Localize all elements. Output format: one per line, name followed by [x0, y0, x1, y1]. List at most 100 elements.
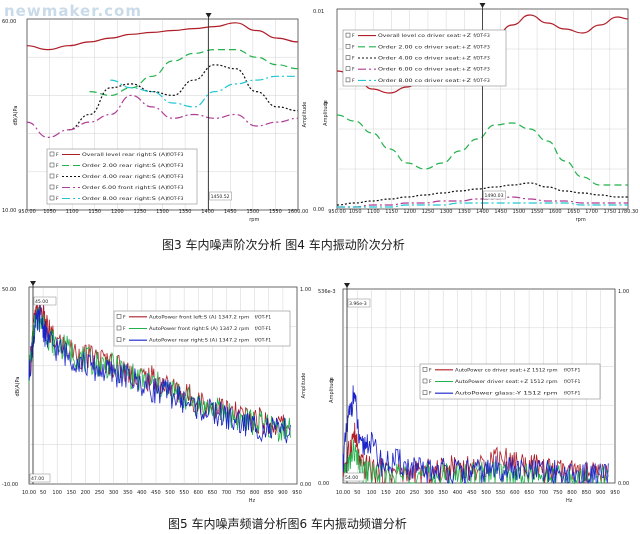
legend-mark: F: [56, 152, 59, 158]
series-line-5: [110, 75, 298, 108]
x-tick-label: 450: [467, 490, 477, 496]
cursor-marker-icon: [479, 3, 486, 8]
x-tick-label: 850: [582, 490, 592, 496]
x-tick-label: 1500: [513, 209, 526, 215]
x-tick-label: 1100: [66, 209, 79, 215]
x-tick-label: 950.00: [328, 209, 346, 215]
legend-label: Order 8.00 rear right:S (A): [82, 196, 168, 202]
x-axis-label: rpm: [576, 217, 586, 223]
y-tick-label: 0.00: [313, 207, 324, 213]
series-line-3: [342, 385, 609, 485]
y-tick-label: 50.00: [2, 287, 16, 293]
cursor-value-box: [347, 298, 371, 308]
x-tick-label: 600: [193, 490, 203, 496]
x-tick-label: 300: [424, 490, 434, 496]
y-axis-label: dB(A): [15, 382, 21, 396]
legend-label: AutoPower rear right:S (A) 1347.2 rpm: [149, 338, 250, 344]
x-tick-label: 650: [524, 490, 534, 496]
y-tick-label: 536e-3: [318, 289, 336, 295]
x-tick-label: 1300: [156, 209, 169, 215]
x-tick-label: 1100: [367, 209, 380, 215]
legend-mark: F: [352, 44, 355, 50]
right-axis-label: Amplitude: [302, 102, 308, 128]
x-tick-label: 1150: [88, 209, 101, 215]
legend-checkbox: [49, 162, 55, 168]
cursor-value-box: [209, 191, 232, 201]
legend-checkbox: [345, 44, 351, 49]
legend-label: AutoPower front right:S (A) 1347.2 rpm: [149, 326, 250, 332]
legend-label: Overall level rear right:S (A): [82, 152, 168, 158]
legend-mark: F: [352, 56, 355, 62]
x-axis-label: rpm: [249, 217, 259, 223]
chart-panel-1: 950.00 1050 1100 1150 1200 1250 1300 1350 1400 14…: [2, 13, 308, 223]
x-tick-label: 1200: [403, 209, 416, 215]
legend-suffix: f/OT-F1: [564, 367, 580, 373]
x-tick-label: 700: [539, 490, 549, 496]
legend-mark: F: [429, 367, 432, 373]
x-tick-label: 150: [67, 490, 77, 496]
x-tick-label: 500: [165, 490, 175, 496]
legend-suffix: f/OT-F1: [255, 338, 271, 344]
x-tick-label: 1250: [134, 209, 147, 215]
y-axis-label: Amplitude: [329, 377, 335, 403]
legend-checkbox: [116, 314, 122, 319]
y-axis-label: g: [329, 378, 335, 381]
legend-checkbox: [116, 337, 122, 342]
right-tick-label: 0.00: [618, 481, 629, 487]
legend-suffix: f/OT-F1: [255, 314, 271, 320]
caption-top: 图3 车内噪声阶次分析 图4 车内振动阶次分析: [162, 238, 405, 252]
x-tick-label: 10.00: [336, 490, 350, 496]
x-tick-label: 950: [610, 490, 620, 496]
legend-mark: F: [56, 185, 59, 191]
x-tick-label: 450: [151, 490, 161, 496]
legend-mark: F: [429, 379, 432, 385]
legend-label: Overall level co driver seat:+Z: [378, 33, 471, 39]
y-tick-label: -10.00: [2, 482, 18, 488]
x-tick-label: 1050: [349, 209, 362, 215]
x-tick-label: 900: [278, 490, 288, 496]
cursor-value-label: 3.96e-3: [349, 301, 367, 307]
legend-checkbox: [345, 55, 351, 60]
legend-suffix: f/OT-F3: [167, 163, 183, 169]
x-tick-label: 1400: [476, 209, 489, 215]
legend-suffix: f/OT-F3: [473, 67, 489, 73]
x-tick-label: 1050: [43, 209, 56, 215]
x-tick-label: 1600.00: [288, 209, 309, 215]
legend-suffix: f/OT-F3: [167, 174, 183, 180]
legend-label: AutoPower front left:S (A) 1347.2 rpm: [149, 314, 250, 320]
x-tick-label: 950.00: [18, 209, 36, 215]
series-line-1: [26, 22, 299, 51]
x-tick-label: 950: [292, 490, 302, 496]
x-tick-label: 50: [40, 490, 46, 496]
legend-suffix: f/OT-F3: [473, 56, 489, 62]
series-line-3: [28, 305, 291, 444]
cursor-marker-icon: [205, 13, 212, 18]
x-tick-label: 1150: [385, 209, 398, 215]
x-tick-label: 100: [367, 490, 377, 496]
y-axis-label: g: [323, 101, 329, 104]
x-tick-label: 650: [208, 490, 218, 496]
x-tick-label: 200: [395, 490, 405, 496]
legend-label: Order 4.00 co driver seat:+Z: [378, 56, 471, 62]
x-tick-label: 1750: [603, 209, 616, 215]
x-tick-label: 50: [354, 490, 360, 496]
legend-mark: F: [352, 67, 355, 73]
cursor-marker-icon: [30, 281, 36, 286]
x-axis-label: Hz: [249, 498, 256, 504]
x-tick-label: 1780.30: [618, 209, 639, 215]
legend-mark: F: [123, 326, 126, 332]
cursor-value-box: [33, 296, 57, 306]
x-tick-label: 1450: [494, 209, 507, 215]
series-line-2: [336, 114, 628, 186]
series-line-3: [68, 64, 299, 131]
x-tick-label: 1400: [201, 209, 214, 215]
x-tick-label: 800: [250, 490, 260, 496]
x-axis-label: Hz: [566, 498, 573, 504]
series-line-5: [336, 202, 628, 208]
x-readout-label: 47.00: [31, 476, 44, 482]
x-tick-label: 1350: [179, 209, 192, 215]
chart-panel-4: 10.00 50 100 150 200 250 300 350 400 450 500 550 600…: [318, 283, 629, 504]
y-tick-label: 60.00: [2, 19, 16, 25]
right-tick-label: 0.00: [300, 482, 311, 488]
